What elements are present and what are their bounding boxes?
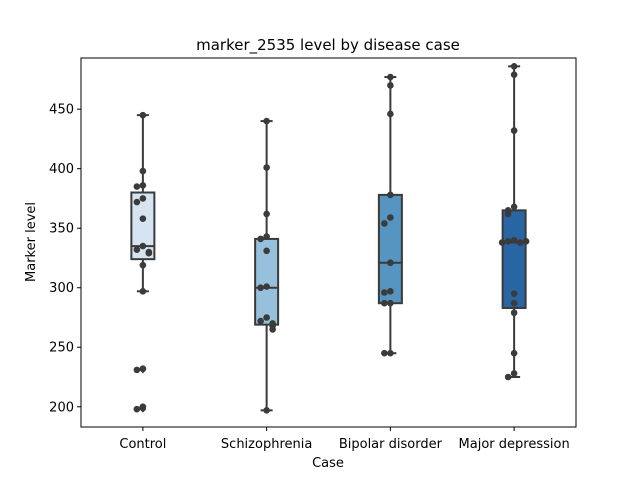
data-point <box>387 191 394 199</box>
data-point <box>387 82 394 89</box>
x-axis-label: Case <box>312 456 344 471</box>
data-point <box>257 284 264 292</box>
plot-area: 200 250 300 350 400 450 Control Schizophrenia Bi… <box>49 63 570 452</box>
data-point <box>133 246 141 253</box>
data-point <box>387 259 394 267</box>
chart-title: marker_2535 level by disease case <box>196 36 460 55</box>
y-tick-label: 250 <box>49 341 74 356</box>
data-point <box>139 182 147 189</box>
y-axis-label: Marker level <box>24 202 39 282</box>
data-point <box>510 290 518 297</box>
data-point <box>387 214 394 221</box>
data-point <box>516 239 524 246</box>
box-major-depression <box>501 209 527 309</box>
data-point <box>510 63 518 70</box>
data-point <box>387 110 394 118</box>
data-point <box>263 407 270 414</box>
data-point <box>381 299 388 307</box>
data-point <box>139 242 147 250</box>
data-point <box>139 167 147 175</box>
axes-frame <box>80 57 577 428</box>
box-control <box>130 191 156 261</box>
data-point <box>510 127 518 134</box>
data-point <box>387 288 394 295</box>
data-point <box>139 288 147 295</box>
data-point <box>145 249 153 257</box>
data-point <box>133 366 141 374</box>
data-point <box>387 299 394 307</box>
data-point <box>510 71 518 78</box>
y-tick-label: 200 <box>49 400 74 415</box>
data-point <box>510 349 518 357</box>
data-point <box>257 235 264 243</box>
data-point <box>510 309 518 317</box>
data-point <box>139 261 147 269</box>
data-point <box>510 370 518 377</box>
data-point <box>510 203 518 211</box>
data-point <box>263 247 270 255</box>
data-point <box>504 210 512 218</box>
x-tick-label: Major depression <box>459 437 570 452</box>
data-point <box>263 117 270 125</box>
data-point <box>504 238 512 245</box>
data-point <box>263 233 270 240</box>
data-point <box>133 198 141 206</box>
box-bipolar-disorder <box>377 193 403 305</box>
data-point <box>504 373 512 381</box>
x-tick-label: Schizophrenia <box>221 437 312 452</box>
data-point <box>139 215 147 222</box>
data-point <box>139 365 147 372</box>
data-point <box>263 283 270 290</box>
y-tick-label: 350 <box>49 222 74 237</box>
data-point <box>263 164 270 171</box>
y-tick-label: 400 <box>49 162 74 177</box>
data-point <box>269 326 276 333</box>
data-point <box>510 299 518 307</box>
data-point <box>139 403 147 411</box>
data-point <box>139 195 147 202</box>
y-tick-label: 300 <box>49 281 74 296</box>
data-point <box>498 239 506 246</box>
data-point <box>133 183 141 190</box>
y-tick-label: 450 <box>49 103 74 118</box>
data-point <box>133 405 141 413</box>
data-point <box>263 314 270 321</box>
data-point <box>387 73 394 81</box>
data-point <box>381 349 388 357</box>
data-point <box>381 220 388 227</box>
x-tick-label: Bipolar disorder <box>339 437 443 452</box>
data-point <box>381 289 388 296</box>
data-point <box>510 236 518 244</box>
data-point <box>139 111 147 119</box>
data-point <box>263 210 270 218</box>
data-point <box>522 238 530 245</box>
data-point <box>387 349 394 357</box>
x-tick-label: Control <box>119 437 166 452</box>
data-point <box>257 317 264 325</box>
